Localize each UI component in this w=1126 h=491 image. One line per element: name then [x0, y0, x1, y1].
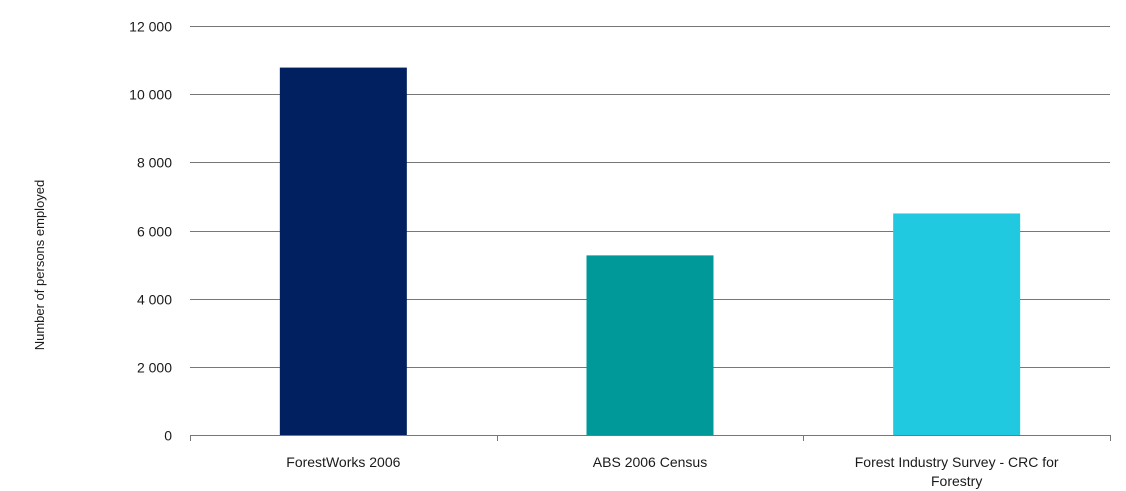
- bar: [279, 67, 407, 435]
- axes: [190, 435, 1111, 441]
- y-tick-label: 10 000: [129, 87, 172, 103]
- x-category-label: ABS 2006 Census: [593, 454, 707, 470]
- x-category-labels: ForestWorks 2006 ABS 2006 Census Forest In…: [286, 454, 1059, 489]
- bars: [279, 67, 1021, 435]
- y-tick-label: 12 000: [129, 19, 172, 35]
- y-tick-label: 4 000: [137, 292, 172, 308]
- x-category-label: ForestWorks 2006: [286, 454, 400, 470]
- bar: [586, 255, 714, 435]
- bar: [893, 213, 1021, 435]
- y-tick-label: 6 000: [137, 224, 172, 240]
- y-tick-label: 8 000: [137, 155, 172, 171]
- y-tick-label: 0: [164, 428, 172, 444]
- y-tick-label: 2 000: [137, 360, 172, 376]
- y-axis-title: Number of persons employed: [32, 180, 47, 351]
- x-category-label: Forest Industry Survey - CRC for Forestry: [855, 454, 1059, 489]
- y-tick-labels: 0 2 000 4 000 6 000 8 000 10 000 12 000: [129, 19, 172, 444]
